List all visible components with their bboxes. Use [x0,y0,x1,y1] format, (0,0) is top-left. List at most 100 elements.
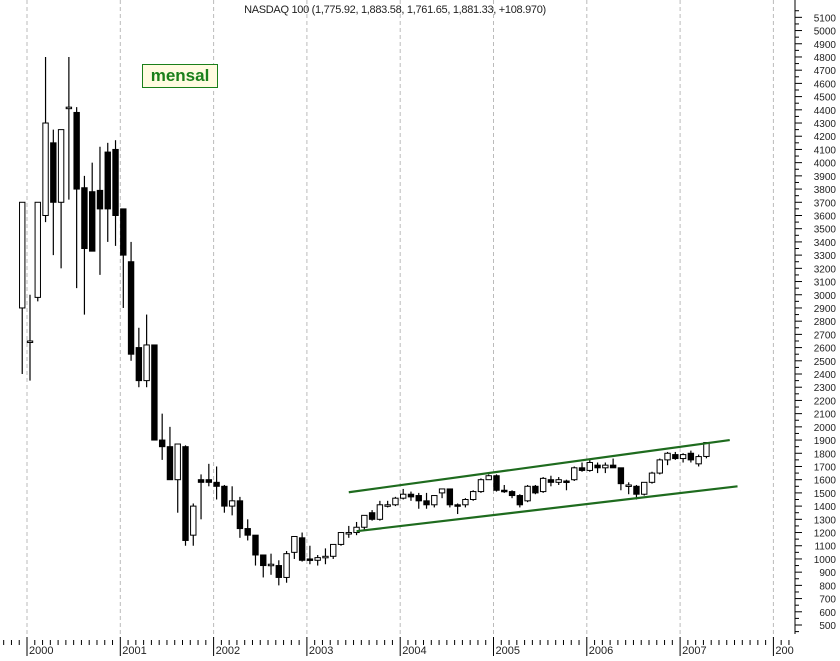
candle-up [57,129,65,203]
candle-up [524,485,531,502]
candle-up [174,443,181,481]
candle-down [127,261,135,355]
y-tick-label: 700 [819,595,836,606]
candle-down [213,481,220,487]
y-tick-label: 1800 [814,449,837,460]
y-tick-label: 4400 [814,106,837,117]
candle-up [679,454,687,460]
candle-up [345,532,352,535]
candle-up [322,555,329,559]
candle-down [687,452,695,461]
candle-up [431,495,438,506]
candle-down [236,500,244,530]
candle-up [485,475,492,481]
candle-down [423,500,430,506]
y-tick-label: 2100 [814,410,837,421]
x-tick-label: 2005 [496,645,520,656]
x-tick-label: 2007 [682,645,706,656]
lower-channel-trendline [356,485,738,533]
candle-up [267,563,275,567]
x-tick-label: 2003 [309,645,333,656]
candle-up [34,201,41,298]
candle-up [190,505,197,536]
y-tick-label: 4600 [814,79,837,90]
y-tick-label: 2300 [814,383,837,394]
candle-up [65,106,73,110]
y-tick-label: 3700 [814,198,837,209]
y-tick-label: 4200 [814,132,837,143]
y-tick-label: 4800 [814,53,837,64]
y-tick-label: 4300 [814,119,837,130]
y-tick-label: 800 [819,581,836,592]
y-tick-label: 1000 [814,555,837,566]
y-tick-label: 2700 [814,330,837,341]
y-tick-label: 4000 [814,159,837,170]
candle-down [306,558,314,561]
x-tick-label: 200 [775,645,793,656]
candle-down [120,208,127,256]
candle-up [384,504,391,507]
y-tick-label: 2600 [814,344,837,355]
candle-down [672,454,679,460]
candle-up [641,481,648,495]
candle-down [221,485,228,507]
candle-down [81,187,88,250]
candle-down [532,485,539,494]
candle-up [143,344,150,382]
period-badge: mensal [142,64,218,88]
candle-down [182,446,189,541]
y-tick-label: 2900 [814,304,837,315]
candle-up [330,543,337,557]
candle-down [298,537,306,561]
y-tick-label: 4900 [814,40,837,51]
candle-down [112,148,119,216]
y-tick-label: 4500 [814,93,837,104]
candle-down [104,151,111,210]
candle-up [462,499,469,506]
candle-down [633,485,640,495]
candle-up [392,497,399,506]
y-tick-label: 2400 [814,370,837,381]
candle-down [516,495,524,506]
candle-down [205,479,213,483]
candle-down [594,464,601,469]
y-tick-label: 500 [819,621,836,632]
y-tick-label: 5100 [814,13,837,24]
candle-up [337,532,345,545]
candle-up [602,464,609,469]
candle-up [586,462,593,471]
candle-down [96,189,104,210]
candle-down [151,344,158,441]
y-tick-label: 5000 [814,27,837,38]
candle-down [407,493,415,498]
candle-down [446,488,454,506]
y-tick-label: 1600 [814,476,837,487]
candle-up [625,484,632,487]
candle-down [50,142,57,203]
y-tick-label: 3000 [814,291,837,302]
candle-down [260,554,267,567]
y-tick-label: 2200 [814,396,837,407]
y-tick-label: 1400 [814,502,837,513]
candle-up [400,493,407,499]
y-tick-label: 3500 [814,225,837,236]
y-tick-label: 3300 [814,251,837,262]
candle-up [291,535,298,553]
y-tick-label: 2000 [814,423,837,434]
candle-up [438,488,446,494]
candle-down [244,528,251,536]
candle-down [563,480,570,484]
candle-up [656,459,663,474]
y-tick-label: 4100 [814,145,837,156]
y-tick-label: 3100 [814,278,837,289]
candle-up [42,122,49,216]
y-tick-label: 3400 [814,238,837,249]
y-tick-label: 3200 [814,264,837,275]
candle-down [166,446,174,481]
candle-down [501,489,508,493]
candle-down [415,495,422,502]
y-tick-label: 1700 [814,462,837,473]
candle-up [539,477,547,493]
